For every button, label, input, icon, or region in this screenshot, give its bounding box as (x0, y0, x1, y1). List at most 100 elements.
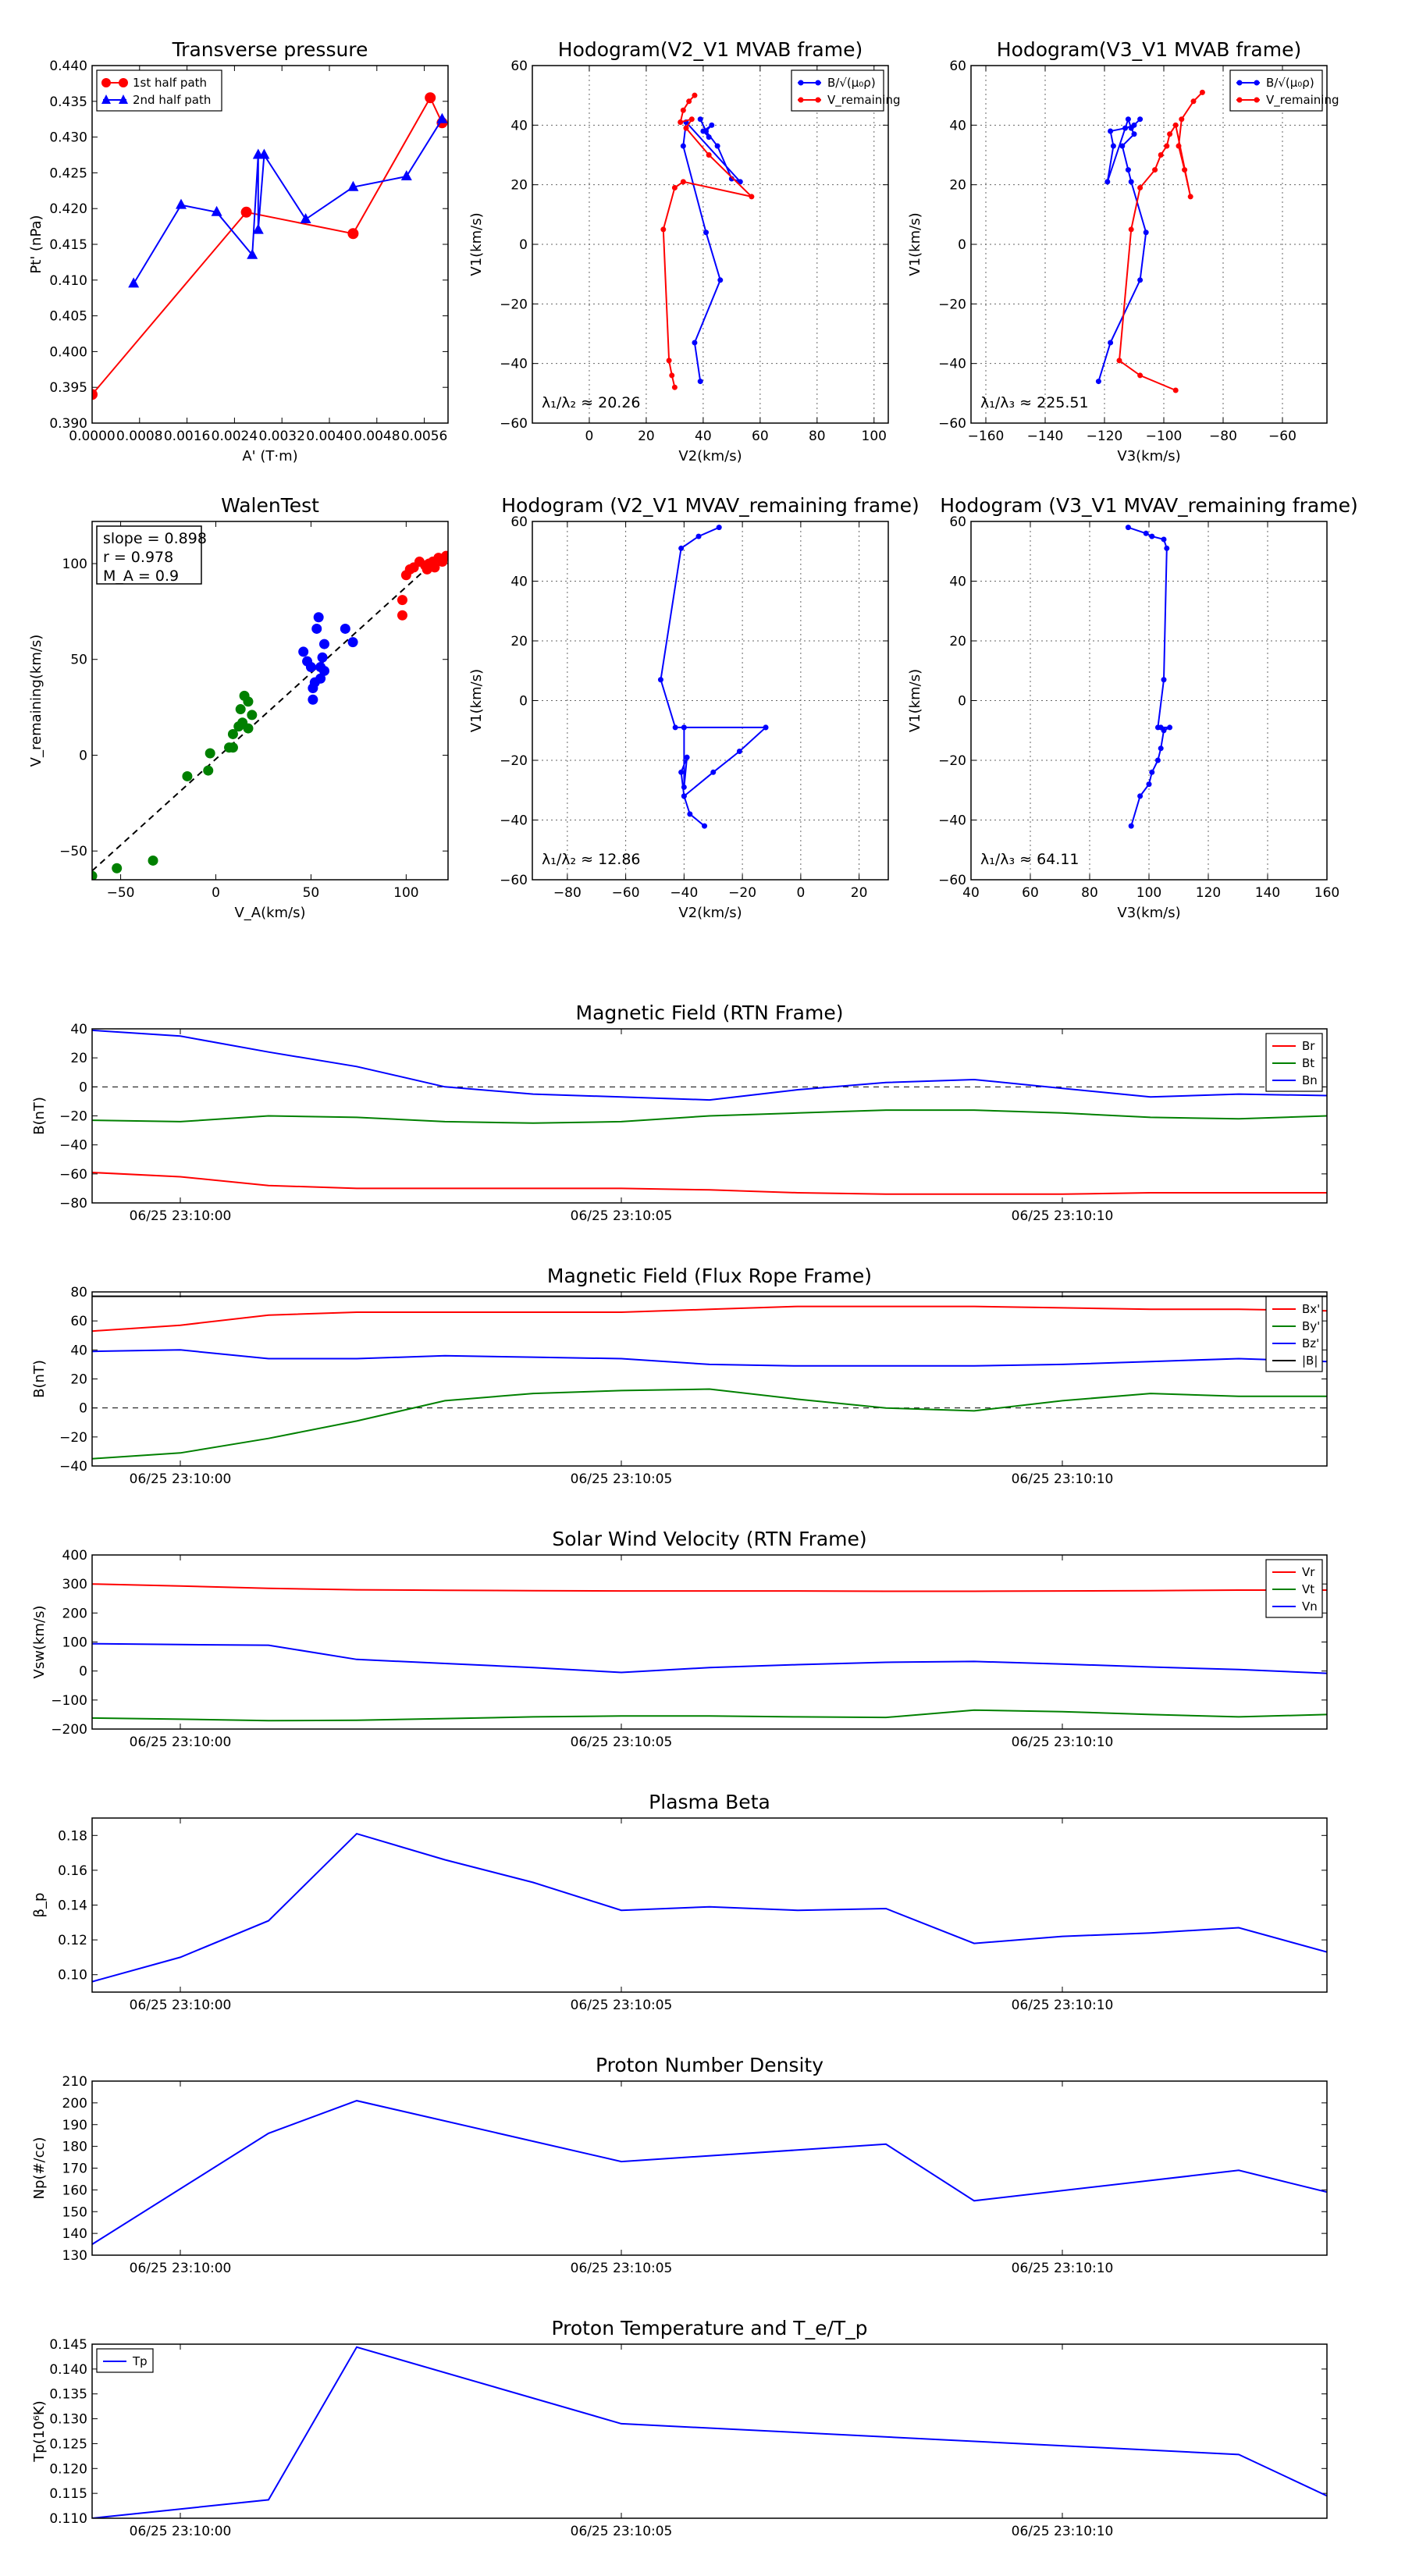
y-tick-label: 0.440 (49, 59, 87, 74)
legend: Br Bt Bn (1265, 1033, 1323, 1092)
data-point (203, 765, 214, 776)
data-marker (211, 205, 222, 216)
data-marker (692, 92, 698, 98)
x-tick-label: 06/25 23:10:05 (571, 1998, 673, 2013)
data-marker (1137, 116, 1144, 123)
data-point (227, 742, 238, 753)
data-point (205, 748, 215, 759)
legend-label: Bz' (1302, 1336, 1319, 1350)
data-marker (1164, 143, 1170, 149)
y-tick-label: 0 (958, 694, 966, 710)
data-point (243, 723, 254, 734)
chart-title: Hodogram (V2_V1 MVAV_remaining frame) (501, 494, 919, 517)
x-axis-label: V2(km/s) (678, 448, 742, 464)
data-point (235, 704, 246, 715)
y-tick-label: 0.405 (49, 309, 87, 325)
stats-line: r = 0.978 (103, 549, 173, 566)
chart-ts3: Solar Wind Velocity (RTN Frame) 06/25 23:… (31, 1528, 1328, 1750)
data-marker (1125, 167, 1131, 173)
plot-area (92, 1029, 1327, 1195)
y-tick-label: 0.145 (49, 2337, 87, 2353)
data-marker (680, 107, 686, 113)
y-tick-label: 0.120 (49, 2461, 87, 2477)
x-tick-label: 100 (393, 885, 418, 901)
y-axis-label: V1(km/s) (468, 669, 485, 732)
data-marker (702, 823, 708, 829)
legend-label: 1st half path (133, 76, 207, 90)
chart-title: Hodogram (V3_V1 MVAV_remaining frame) (940, 494, 1358, 517)
y-tick-label: 200 (62, 2096, 87, 2112)
y-tick-label: 60 (949, 59, 966, 74)
stats-line: M_A = 0.9 (103, 568, 179, 585)
x-tick-label: 20 (851, 885, 868, 901)
plot-area (92, 2100, 1327, 2245)
stats-line: slope = 0.898 (103, 530, 207, 547)
eigenvalue-ratio: λ₁/λ₂ ≈ 20.26 (542, 394, 641, 411)
eigenvalue-ratio: λ₁/λ₃ ≈ 225.51 (980, 394, 1089, 411)
y-tick-label: −40 (938, 357, 966, 372)
y-tick-label: 0.10 (58, 1968, 87, 1984)
data-marker (1131, 131, 1137, 137)
data-marker (706, 134, 712, 141)
data-marker (436, 112, 448, 123)
data-marker (1110, 143, 1116, 149)
legend-box (791, 69, 884, 112)
axes-frame (970, 521, 1328, 881)
y-axis-label: β_p (31, 1893, 48, 1918)
legend-box (96, 69, 222, 112)
legend-marker (1254, 97, 1260, 103)
x-axis-label: A' (T·m) (242, 448, 297, 464)
x-tick-label: −60 (612, 885, 640, 901)
data-point (298, 646, 309, 657)
y-tick-label: 170 (62, 2161, 87, 2177)
chart-title: Magnetic Field (RTN Frame) (576, 1002, 844, 1024)
data-marker (252, 223, 264, 234)
legend-label: V_remaining (827, 93, 901, 108)
y-tick-label: −40 (500, 357, 528, 372)
plot-area (92, 1832, 1327, 1983)
data-marker (709, 122, 715, 128)
data-point (243, 696, 254, 707)
chart-title: Proton Number Density (596, 2054, 823, 2076)
data-point (315, 673, 326, 684)
series-line-0 (92, 1172, 1327, 1195)
x-tick-label: −120 (1087, 429, 1123, 444)
x-tick-label: 06/25 23:10:10 (1012, 2261, 1114, 2276)
y-tick-label: 0 (79, 1080, 87, 1095)
y-axis-label: V_remaining(km/s) (28, 635, 44, 767)
chart-title: Transverse pressure (172, 38, 368, 61)
eigenvalue-ratio: λ₁/λ₂ ≈ 12.86 (542, 851, 641, 868)
data-marker (666, 358, 672, 364)
y-tick-label: 0.16 (58, 1863, 87, 1879)
data-marker (1158, 745, 1164, 752)
data-marker (680, 179, 686, 185)
x-tick-label: −140 (1027, 429, 1064, 444)
series-line-0 (92, 2346, 1327, 2518)
data-point (318, 665, 329, 676)
legend-label: Vr (1302, 1565, 1315, 1579)
data-marker (657, 677, 663, 683)
y-tick-label: 0 (79, 1664, 87, 1680)
x-tick-label: 50 (303, 885, 320, 901)
data-marker (1149, 769, 1155, 775)
data-marker (300, 212, 311, 223)
chart-wt: WalenTest −50 0 50 100 −50 0 50 100 V_A(km/s) V_re… (28, 494, 449, 921)
series-line-0 (92, 2100, 1327, 2245)
plot-area (92, 548, 448, 880)
data-point (317, 652, 328, 663)
x-tick-label: 20 (638, 429, 655, 444)
y-tick-label: −40 (59, 1459, 87, 1475)
data-marker (1161, 536, 1167, 543)
data-marker (697, 116, 703, 123)
data-marker (252, 148, 264, 159)
y-tick-label: 40 (70, 1022, 87, 1037)
y-tick-label: 0.110 (49, 2511, 87, 2527)
y-tick-label: 0.12 (58, 1933, 87, 1948)
y-tick-label: 0.430 (49, 130, 87, 146)
data-marker (681, 793, 687, 799)
chart-title: WalenTest (221, 494, 319, 517)
data-marker (692, 340, 698, 346)
data-marker (1125, 116, 1131, 123)
data-marker (1137, 793, 1144, 799)
chart-h1: Hodogram(V2_V1 MVAB frame) 0 20 40 60 80 100 −6… (468, 38, 901, 464)
